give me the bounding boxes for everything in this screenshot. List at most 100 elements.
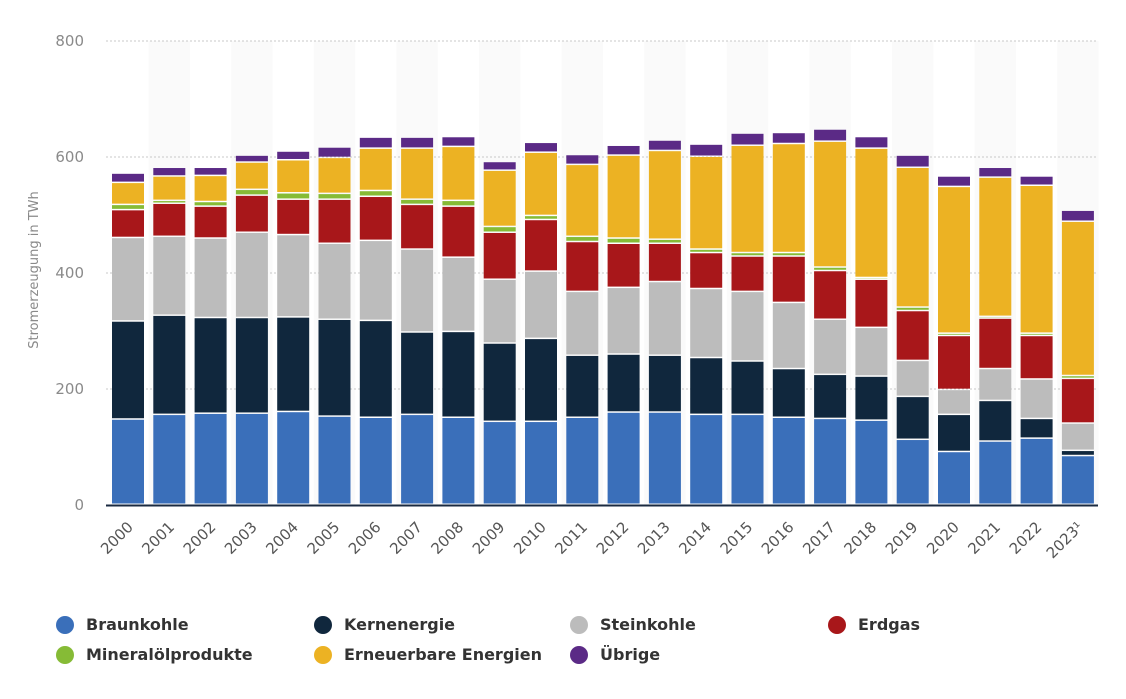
bar-segment-braunkohle[interactable]: [607, 412, 640, 504]
bar-segment-steinkohle[interactable]: [607, 288, 640, 354]
bar-segment-steinkohle[interactable]: [979, 369, 1012, 400]
bar-segment-uebrige[interactable]: [772, 133, 805, 143]
bar-segment-steinkohle[interactable]: [318, 244, 351, 319]
bar-segment-kernenergie[interactable]: [731, 361, 764, 414]
legend-item-erdgas[interactable]: Erdgas: [828, 615, 920, 634]
bar-stack-2021[interactable]: [979, 168, 1012, 504]
bar-segment-erdgas[interactable]: [607, 244, 640, 287]
bar-segment-braunkohle[interactable]: [318, 416, 351, 504]
bar-segment-erdgas[interactable]: [855, 279, 888, 327]
bar-segment-kernenergie[interactable]: [772, 369, 805, 417]
bar-segment-braunkohle[interactable]: [277, 412, 310, 504]
legend-item-steinkohle[interactable]: Steinkohle: [570, 615, 696, 634]
bar-segment-erneuerbare-energien[interactable]: [731, 145, 764, 252]
bar-segment-mineraloelprodukte[interactable]: [442, 201, 475, 206]
bar-segment-erdgas[interactable]: [442, 206, 475, 257]
bar-segment-steinkohle[interactable]: [690, 289, 723, 357]
bar-segment-erneuerbare-energien[interactable]: [112, 183, 144, 204]
legend-item-erneuerbare-energien[interactable]: Erneuerbare Energien: [314, 645, 542, 664]
bar-segment-uebrige[interactable]: [855, 137, 888, 148]
bar-segment-mineraloelprodukte[interactable]: [814, 267, 847, 270]
bar-segment-erdgas[interactable]: [979, 318, 1012, 368]
bar-stack-2017[interactable]: [814, 129, 847, 504]
bar-segment-uebrige[interactable]: [483, 162, 516, 170]
bar-stack-2001[interactable]: [153, 168, 186, 504]
legend-item-mineraloelprodukte[interactable]: Mineralölprodukte: [56, 645, 253, 664]
bar-segment-mineraloelprodukte[interactable]: [772, 253, 805, 256]
bar-segment-erdgas[interactable]: [690, 253, 723, 288]
bar-segment-braunkohle[interactable]: [731, 415, 764, 504]
bar-segment-uebrige[interactable]: [607, 145, 640, 155]
bar-segment-uebrige[interactable]: [814, 129, 847, 141]
bar-segment-mineraloelprodukte[interactable]: [194, 202, 227, 206]
bar-segment-kernenergie[interactable]: [1061, 451, 1094, 455]
bar-segment-erdgas[interactable]: [896, 311, 929, 360]
bar-segment-erdgas[interactable]: [194, 206, 227, 238]
bar-segment-uebrige[interactable]: [153, 168, 186, 176]
bar-segment-erneuerbare-energien[interactable]: [401, 148, 434, 199]
bar-segment-uebrige[interactable]: [359, 137, 392, 148]
bar-stack-2004[interactable]: [277, 151, 310, 504]
bar-stack-2023[interactable]: [1061, 210, 1094, 504]
bar-segment-braunkohle[interactable]: [1020, 438, 1053, 504]
bar-segment-mineraloelprodukte[interactable]: [235, 190, 268, 195]
legend-item-uebrige[interactable]: Übrige: [570, 645, 660, 664]
bar-segment-erneuerbare-energien[interactable]: [896, 168, 929, 307]
bar-segment-kernenergie[interactable]: [855, 376, 888, 420]
bar-segment-mineraloelprodukte[interactable]: [112, 205, 144, 209]
bar-segment-erneuerbare-energien[interactable]: [938, 187, 970, 333]
bar-segment-kernenergie[interactable]: [277, 317, 310, 411]
bar-segment-kernenergie[interactable]: [401, 332, 434, 414]
bar-segment-uebrige[interactable]: [979, 168, 1012, 177]
bar-segment-erneuerbare-energien[interactable]: [318, 158, 351, 193]
bar-stack-2013[interactable]: [648, 140, 681, 504]
bar-segment-braunkohle[interactable]: [153, 415, 186, 504]
bar-segment-erdgas[interactable]: [731, 256, 764, 291]
bar-segment-erneuerbare-energien[interactable]: [566, 165, 599, 236]
bar-segment-mineraloelprodukte[interactable]: [1061, 376, 1094, 378]
bar-segment-steinkohle[interactable]: [1020, 379, 1053, 418]
bar-stack-2006[interactable]: [359, 137, 392, 504]
bar-segment-steinkohle[interactable]: [814, 319, 847, 374]
bar-stack-2015[interactable]: [731, 133, 764, 504]
bar-segment-erdgas[interactable]: [112, 210, 144, 237]
bar-segment-erdgas[interactable]: [359, 197, 392, 240]
bar-segment-erneuerbare-energien[interactable]: [1061, 221, 1094, 375]
bar-segment-erneuerbare-energien[interactable]: [194, 176, 227, 201]
bar-stack-2002[interactable]: [194, 168, 227, 504]
bar-segment-kernenergie[interactable]: [1020, 419, 1053, 438]
bar-segment-erdgas[interactable]: [277, 199, 310, 234]
bar-segment-mineraloelprodukte[interactable]: [277, 193, 310, 199]
bar-segment-kernenergie[interactable]: [483, 343, 516, 421]
bar-segment-braunkohle[interactable]: [483, 422, 516, 504]
bar-segment-erneuerbare-energien[interactable]: [235, 162, 268, 189]
bar-segment-erneuerbare-energien[interactable]: [442, 147, 475, 200]
bar-segment-erneuerbare-energien[interactable]: [690, 157, 723, 249]
bar-segment-uebrige[interactable]: [566, 155, 599, 164]
bar-segment-kernenergie[interactable]: [112, 321, 144, 419]
bar-segment-braunkohle[interactable]: [938, 452, 970, 504]
bar-segment-erdgas[interactable]: [814, 271, 847, 319]
bar-segment-erdgas[interactable]: [318, 199, 351, 243]
bar-segment-braunkohle[interactable]: [401, 415, 434, 504]
bar-stack-2018[interactable]: [855, 137, 888, 504]
bar-segment-braunkohle[interactable]: [1061, 456, 1094, 504]
bar-segment-uebrige[interactable]: [112, 173, 144, 182]
bar-segment-mineraloelprodukte[interactable]: [607, 238, 640, 243]
bar-segment-erdgas[interactable]: [401, 205, 434, 249]
bar-stack-2014[interactable]: [690, 144, 723, 504]
bar-segment-braunkohle[interactable]: [359, 418, 392, 504]
bar-segment-braunkohle[interactable]: [194, 413, 227, 504]
bar-segment-mineraloelprodukte[interactable]: [566, 237, 599, 241]
bar-segment-kernenergie[interactable]: [979, 401, 1012, 441]
bar-segment-braunkohle[interactable]: [772, 418, 805, 504]
bar-segment-kernenergie[interactable]: [194, 318, 227, 413]
bar-segment-kernenergie[interactable]: [566, 355, 599, 417]
bar-stack-2009[interactable]: [483, 162, 516, 504]
bar-stack-2012[interactable]: [607, 145, 640, 504]
bar-segment-erdgas[interactable]: [525, 220, 557, 271]
bar-segment-erneuerbare-energien[interactable]: [1020, 186, 1053, 333]
bar-segment-steinkohle[interactable]: [483, 279, 516, 343]
bar-segment-steinkohle[interactable]: [442, 257, 475, 331]
bar-segment-mineraloelprodukte[interactable]: [153, 201, 186, 203]
